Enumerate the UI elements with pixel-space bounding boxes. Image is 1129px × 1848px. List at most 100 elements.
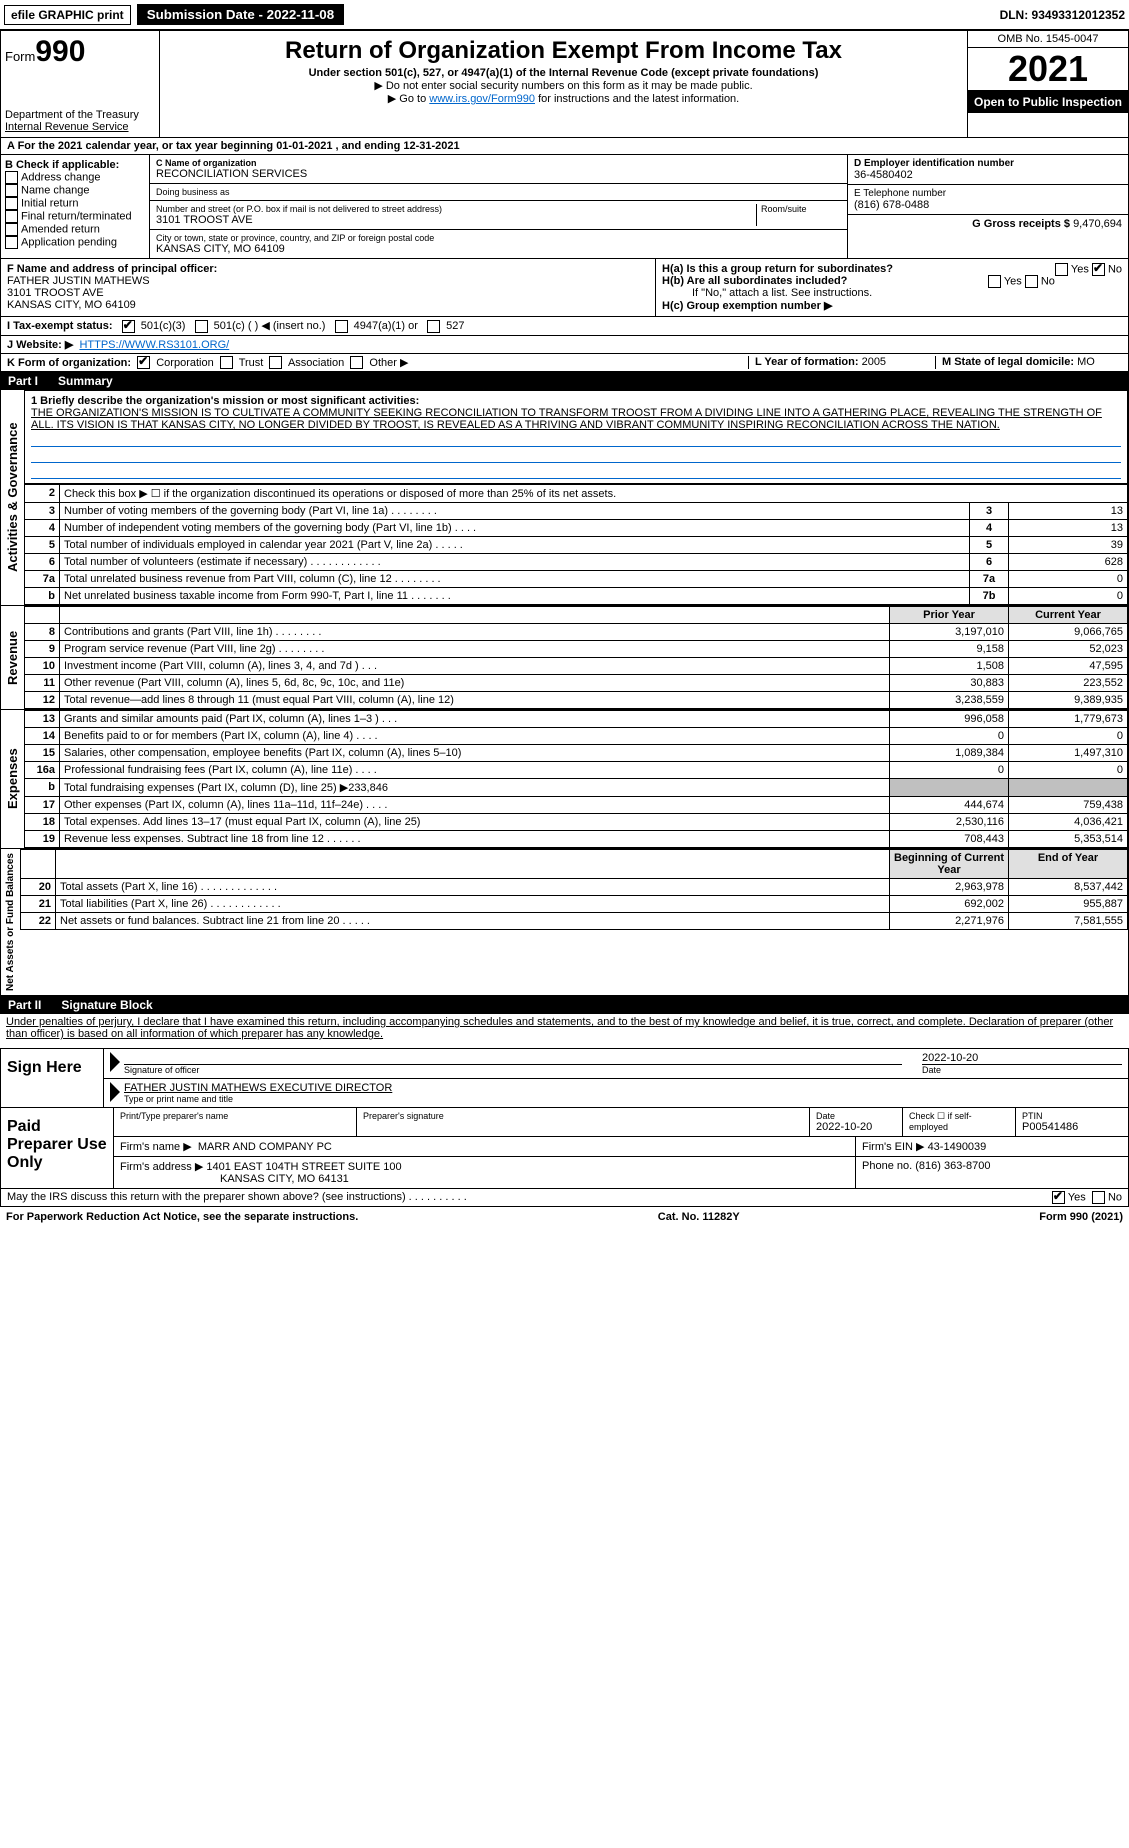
checkbox-other[interactable] (350, 356, 363, 369)
submission-date-button[interactable]: Submission Date - 2022-11-08 (137, 4, 344, 25)
efile-label: efile GRAPHIC print (4, 5, 131, 25)
year-formation: 2005 (862, 356, 886, 368)
checkbox-corp[interactable] (137, 356, 150, 369)
officer-addr1: 3101 TROOST AVE (7, 287, 649, 299)
governance-label: Activities & Governance (1, 390, 24, 605)
g-label: G Gross receipts $ (972, 218, 1070, 230)
checkbox-4947[interactable] (335, 320, 348, 333)
firm-name: MARR AND COMPANY PC (198, 1141, 332, 1153)
table-row: 19Revenue less expenses. Subtract line 1… (25, 831, 1128, 848)
state-domicile: MO (1077, 356, 1095, 368)
row-i: I Tax-exempt status: 501(c)(3) 501(c) ( … (0, 317, 1129, 336)
arrow-icon (110, 1052, 120, 1072)
part2-header: Part II Signature Block (0, 996, 1129, 1014)
checkbox-discuss-yes[interactable] (1052, 1191, 1065, 1204)
checkbox-trust[interactable] (220, 356, 233, 369)
hc-row: H(c) Group exemption number ▶ (662, 299, 1122, 312)
checkbox-assoc[interactable] (269, 356, 282, 369)
checkbox-discuss-no[interactable] (1092, 1191, 1105, 1204)
b-opt: Address change (5, 171, 145, 184)
expenses-section: Expenses 13Grants and similar amounts pa… (0, 710, 1129, 849)
ha-row: H(a) Is this a group return for subordin… (662, 263, 1122, 275)
governance-table: 2Check this box ▶ ☐ if the organization … (24, 484, 1128, 605)
checkbox-name-change[interactable] (5, 184, 18, 197)
table-row: 9Program service revenue (Part VIII, lin… (25, 641, 1128, 658)
dln-label: DLN: 93493312012352 (1000, 8, 1125, 22)
mission-blank-line (31, 447, 1121, 463)
checkbox-hb-yes[interactable] (988, 275, 1001, 288)
website-link[interactable]: HTTPS://WWW.RS3101.ORG/ (79, 339, 229, 351)
self-employed-label: Check ☐ if self-employed (903, 1108, 1016, 1136)
org-name: RECONCILIATION SERVICES (156, 168, 841, 180)
date-label: Date (922, 1064, 1122, 1075)
irs-link[interactable]: www.irs.gov/Form990 (429, 93, 535, 105)
d-label: D Employer identification number (854, 158, 1122, 169)
governance-section: Activities & Governance 1 Briefly descri… (0, 390, 1129, 606)
form-footer: Form 990 (2021) (1039, 1211, 1123, 1223)
top-bar: efile GRAPHIC print Submission Date - 20… (0, 0, 1129, 30)
revenue-section: Revenue Prior Year Current Year 8Contrib… (0, 606, 1129, 710)
gross-receipts: 9,470,694 (1073, 218, 1122, 230)
discuss-row: May the IRS discuss this return with the… (0, 1189, 1129, 1207)
expenses-label: Expenses (1, 710, 24, 848)
checkbox-ha-yes[interactable] (1055, 263, 1068, 276)
officer-printed-name: FATHER JUSTIN MATHEWS EXECUTIVE DIRECTOR (124, 1082, 1122, 1094)
b-opt: Amended return (5, 223, 145, 236)
checkbox-ha-no[interactable] (1092, 263, 1105, 276)
prep-sig-label: Preparer's signature (357, 1108, 810, 1136)
inspection-badge: Open to Public Inspection (968, 91, 1128, 113)
paid-preparer-label: Paid Preparer Use Only (1, 1108, 114, 1188)
phone-value: (816) 678-0488 (854, 199, 1122, 211)
street-label: Number and street (or P.O. box if mail i… (156, 204, 756, 214)
table-row: 11Other revenue (Part VIII, column (A), … (25, 675, 1128, 692)
city-label: City or town, state or province, country… (156, 233, 841, 243)
table-row: bNet unrelated business taxable income f… (25, 588, 1128, 605)
hb-note: If "No," attach a list. See instructions… (662, 287, 1122, 299)
checkbox-501c[interactable] (195, 320, 208, 333)
b-opt: Application pending (5, 236, 145, 249)
checkbox-501c3[interactable] (122, 320, 135, 333)
netassets-section: Net Assets or Fund Balances Beginning of… (0, 849, 1129, 996)
checkbox-hb-no[interactable] (1025, 275, 1038, 288)
fh-block: F Name and address of principal officer:… (0, 259, 1129, 317)
checkbox-address-change[interactable] (5, 171, 18, 184)
table-row: 16aProfessional fundraising fees (Part I… (25, 762, 1128, 779)
sig-officer-label: Signature of officer (124, 1064, 902, 1075)
mission-q: 1 Briefly describe the organization's mi… (31, 395, 1121, 407)
cat-number: Cat. No. 11282Y (658, 1211, 740, 1223)
form-note1: ▶ Do not enter social security numbers o… (164, 79, 963, 92)
f-label: F Name and address of principal officer: (7, 263, 649, 275)
arrow-icon (110, 1082, 120, 1102)
form-word: Form (5, 49, 35, 64)
checkbox-amended-return[interactable] (5, 223, 18, 236)
table-row: 18Total expenses. Add lines 13–17 (must … (25, 814, 1128, 831)
officer-name: FATHER JUSTIN MATHEWS (7, 275, 649, 287)
prep-name-label: Print/Type preparer's name (114, 1108, 357, 1136)
checkbox-application-pending[interactable] (5, 236, 18, 249)
checkbox-final-return[interactable] (5, 210, 18, 223)
b-opt: Name change (5, 184, 145, 197)
table-row: 21Total liabilities (Part X, line 26) . … (21, 896, 1128, 913)
revenue-label: Revenue (1, 606, 24, 709)
firm-phone: (816) 363-8700 (915, 1160, 990, 1172)
table-row: bTotal fundraising expenses (Part IX, co… (25, 779, 1128, 797)
prep-date: 2022-10-20 (816, 1121, 896, 1133)
table-row: 3Number of voting members of the governi… (25, 503, 1128, 520)
sign-here-label: Sign Here (1, 1049, 104, 1107)
mission-blank-line (31, 463, 1121, 479)
b-opt: Final return/terminated (5, 210, 145, 223)
table-row: 5Total number of individuals employed in… (25, 537, 1128, 554)
ptin-value: P00541486 (1022, 1121, 1122, 1133)
form-header: Form990 Department of the Treasury Inter… (0, 30, 1129, 138)
checkbox-initial-return[interactable] (5, 197, 18, 210)
c-name-label: C Name of organization (156, 158, 841, 168)
table-header-row: Prior Year Current Year (25, 607, 1128, 624)
firm-addr2: KANSAS CITY, MO 64131 (220, 1173, 349, 1185)
expenses-table: 13Grants and similar amounts paid (Part … (24, 710, 1128, 848)
row-j: J Website: ▶ HTTPS://WWW.RS3101.ORG/ (0, 336, 1129, 354)
irs-label: Internal Revenue Service (5, 121, 155, 133)
officer-addr2: KANSAS CITY, MO 64109 (7, 299, 649, 311)
row-a: A For the 2021 calendar year, or tax yea… (0, 138, 1129, 155)
sign-date: 2022-10-20 (922, 1052, 1122, 1064)
checkbox-527[interactable] (427, 320, 440, 333)
